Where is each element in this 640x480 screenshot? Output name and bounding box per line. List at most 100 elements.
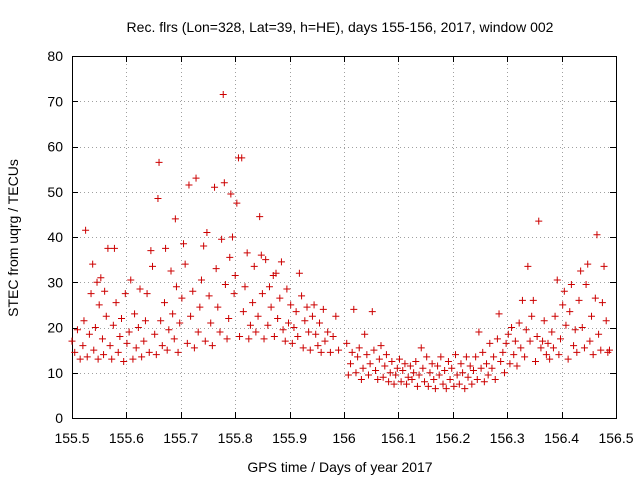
data-point [415,371,423,379]
data-point [417,344,425,352]
data-point [219,90,227,98]
data-point [370,346,378,354]
data-point [132,344,140,352]
data-points [68,90,613,393]
y-tick-label: 0 [55,410,63,426]
data-point [457,360,465,368]
data-point [540,317,548,325]
data-point [544,339,552,347]
data-point [605,346,613,354]
data-point [94,355,102,363]
data-point [149,262,157,270]
y-tick-label: 80 [47,48,63,64]
data-point [493,335,501,343]
data-point [508,324,516,331]
data-point [364,371,372,379]
data-point [82,226,90,234]
data-point [410,369,418,377]
data-point [299,344,307,352]
data-point [68,337,76,345]
data-point [397,378,405,386]
data-point [276,294,284,302]
data-point [295,269,303,277]
data-point [301,317,309,325]
data-point [187,312,195,320]
data-point [250,262,258,270]
data-point [129,355,137,363]
data-point [393,364,401,372]
data-point [203,228,211,236]
data-point [602,317,610,325]
data-point [559,301,567,309]
data-point [535,217,543,225]
data-point [580,344,588,352]
x-tick-labels: 155.5 155.6 155.7 155.8 155.9 156 156.1 156.2 15… [54,430,633,446]
data-point [382,351,390,359]
data-point [511,337,519,345]
data-point [277,258,285,266]
data-point [448,364,456,372]
data-point [488,364,496,372]
data-point [466,362,474,370]
data-point [73,326,81,334]
data-point [473,376,481,384]
data-point [553,276,561,284]
data-point [483,360,491,368]
data-point [588,312,596,320]
data-point [163,346,171,354]
data-point [223,335,231,343]
data-point [502,339,510,347]
data-point [472,353,480,361]
data-point [386,369,394,377]
data-point [290,324,298,331]
data-point [170,335,178,343]
data-point [305,328,313,336]
data-point [413,382,421,390]
data-point [372,366,380,374]
data-point [270,333,278,341]
data-point [228,233,236,241]
data-point [562,321,570,329]
y-tick-label: 50 [47,184,63,200]
data-point [399,366,407,374]
grid-lines [72,56,616,418]
data-point [571,326,579,334]
data-point [112,299,120,307]
data-point [95,301,103,309]
data-point [312,330,320,338]
data-point [211,183,219,191]
x-tick-label: 156.3 [490,430,525,446]
data-point [355,344,363,352]
data-point [499,348,507,356]
data-point [377,342,385,350]
data-point [279,326,287,334]
data-point [573,348,581,356]
data-point [110,244,118,252]
data-point [306,346,314,354]
data-point [595,330,603,338]
data-point [127,276,135,284]
x-axis-title: GPS time / Days of year 2017 [247,459,432,475]
data-point [332,312,340,320]
y-tick-label: 30 [47,274,63,290]
data-point [162,244,170,252]
x-tick-label: 155.8 [218,430,253,446]
data-point [344,371,352,379]
data-point [225,314,233,322]
data-point [102,312,110,320]
data-point [515,319,523,327]
data-point [468,380,476,388]
data-point [401,360,409,368]
data-point [462,353,470,361]
data-point [479,348,487,356]
data-point [347,360,355,368]
data-point [533,333,541,341]
data-point [230,290,238,298]
data-point [236,333,244,341]
data-point [329,333,337,341]
data-point [526,337,534,345]
data-point [221,281,229,289]
data-point [310,301,318,309]
data-point [477,364,485,372]
data-point [158,342,166,350]
